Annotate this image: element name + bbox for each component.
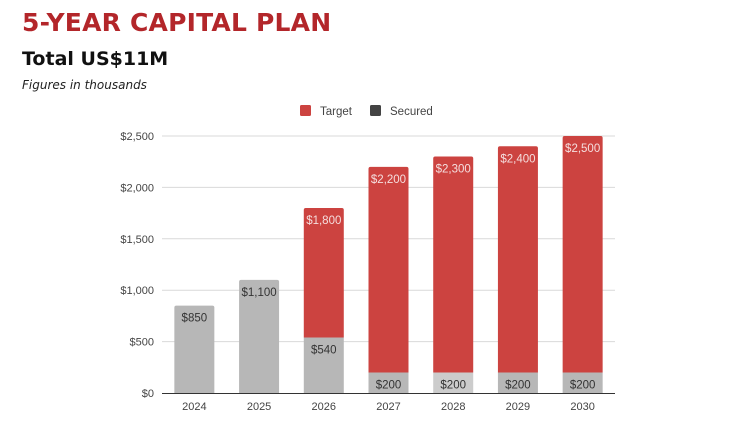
y-tick-label: $2,000 bbox=[120, 182, 154, 194]
units-note: Figures in thousands bbox=[22, 78, 147, 92]
chart-title: 5-YEAR CAPITAL PLAN bbox=[22, 8, 332, 37]
data-label-target: $2,400 bbox=[500, 153, 535, 165]
data-label-secured: $850 bbox=[182, 313, 208, 325]
bar-secured-2026 bbox=[303, 337, 344, 393]
bar-target-2030 bbox=[562, 136, 603, 373]
data-label-secured: $540 bbox=[311, 344, 337, 356]
data-label-target: $2,300 bbox=[436, 164, 471, 176]
bar-target-2027 bbox=[368, 166, 409, 373]
y-axis: $0 $500 $1,000 $1,500 $2,000 $2,500 bbox=[120, 131, 154, 400]
x-tick-label: 2026 bbox=[312, 401, 336, 413]
legend: Target Secured bbox=[300, 105, 433, 118]
y-tick-label: $500 bbox=[130, 337, 154, 349]
y-tick-label: $0 bbox=[142, 388, 154, 400]
data-label-target: $2,500 bbox=[565, 143, 600, 155]
bar-target-2026 bbox=[303, 207, 344, 338]
data-label-secured: $200 bbox=[570, 379, 596, 391]
x-axis: 2024 2025 2026 2027 2028 2029 2030 bbox=[162, 393, 615, 413]
data-label-target: $1,800 bbox=[306, 215, 341, 227]
legend-label-target: Target bbox=[320, 106, 353, 118]
legend-swatch-secured bbox=[370, 105, 381, 116]
bar-secured-2030 bbox=[562, 372, 603, 393]
x-tick-label: 2030 bbox=[570, 401, 594, 413]
data-label-secured: $200 bbox=[376, 379, 402, 391]
x-tick-label: 2024 bbox=[182, 401, 206, 413]
legend-label-secured: Secured bbox=[390, 106, 433, 118]
x-tick-label: 2027 bbox=[376, 401, 400, 413]
bar-target-2029 bbox=[497, 146, 538, 373]
x-tick-label: 2029 bbox=[506, 401, 530, 413]
bar-secured-2025 bbox=[239, 279, 280, 393]
x-tick-label: 2028 bbox=[441, 401, 465, 413]
legend-swatch-target bbox=[300, 105, 311, 116]
chart-subtitle: Total US$11M bbox=[22, 48, 169, 70]
data-label-secured: $200 bbox=[505, 379, 531, 391]
bar-target-2028 bbox=[433, 156, 474, 373]
bar-secured-2028 bbox=[433, 372, 474, 393]
y-tick-label: $2,500 bbox=[120, 131, 154, 143]
data-label-secured: $200 bbox=[440, 379, 466, 391]
bar-secured-2029 bbox=[497, 372, 538, 393]
data-label-secured: $1,100 bbox=[241, 287, 276, 299]
data-label-target: $2,200 bbox=[371, 174, 406, 186]
bar-secured-2027 bbox=[368, 372, 409, 393]
y-tick-label: $1,000 bbox=[120, 285, 154, 297]
x-tick-label: 2025 bbox=[247, 401, 271, 413]
bar-secured-2024 bbox=[174, 305, 215, 393]
y-tick-label: $1,500 bbox=[120, 234, 154, 246]
bars: $850 $1,100 $540 $1,800 $200 $2,200 $200 $2,300… bbox=[174, 136, 603, 393]
